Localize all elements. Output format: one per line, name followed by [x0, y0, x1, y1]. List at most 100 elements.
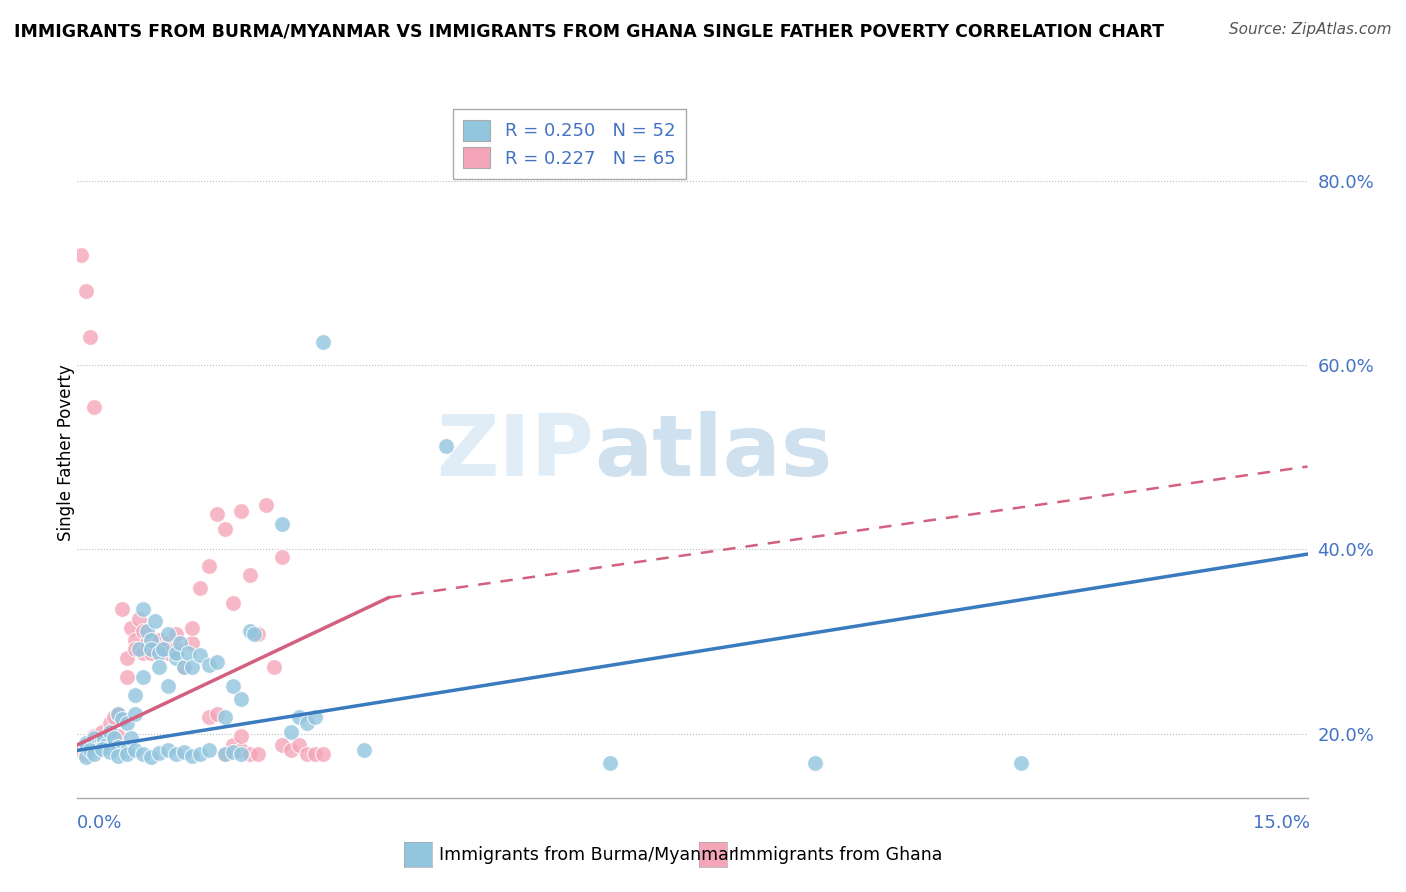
Point: [132, 624, 155, 638]
Point: [132, 670, 155, 684]
Point: [94, 738, 117, 752]
Point: [90, 739, 114, 754]
Point: [83, 747, 105, 761]
Point: [188, 581, 212, 595]
Point: [90, 725, 114, 739]
Point: [87, 738, 110, 752]
Point: [143, 636, 166, 650]
Point: [83, 743, 105, 757]
Point: [120, 731, 142, 745]
Point: [169, 636, 191, 650]
Point: [271, 516, 294, 531]
Point: [115, 715, 138, 730]
Text: Source: ZipAtlas.com: Source: ZipAtlas.com: [1229, 22, 1392, 37]
Point: [181, 621, 204, 635]
Point: [156, 627, 179, 641]
Point: [205, 508, 228, 522]
Point: [83, 743, 105, 757]
Point: [98, 745, 121, 759]
Point: [197, 743, 219, 757]
Text: ZIP: ZIP: [436, 411, 595, 494]
Point: [98, 715, 121, 730]
Point: [75, 736, 97, 750]
Point: [83, 731, 105, 746]
Point: [107, 706, 129, 721]
Point: [239, 624, 262, 638]
Point: [152, 642, 174, 657]
Point: [141, 642, 163, 657]
Y-axis label: Single Father Poverty: Single Father Poverty: [58, 364, 75, 541]
Point: [111, 712, 134, 726]
Point: [222, 596, 245, 610]
Point: [94, 738, 117, 752]
Point: [181, 748, 204, 763]
Point: [148, 660, 170, 674]
Point: [115, 747, 138, 761]
Point: [143, 615, 166, 629]
Point: [128, 612, 150, 626]
Point: [197, 559, 219, 574]
Point: [165, 651, 187, 665]
Point: [231, 504, 253, 518]
Point: [288, 738, 311, 752]
Text: 15.0%: 15.0%: [1253, 814, 1310, 831]
Point: [107, 748, 129, 763]
Point: [312, 747, 335, 761]
Point: [141, 749, 163, 764]
Point: [90, 734, 114, 748]
Point: [124, 706, 146, 721]
Point: [173, 660, 195, 674]
Text: atlas: atlas: [595, 411, 832, 494]
Point: [124, 688, 146, 702]
Point: [280, 743, 302, 757]
Point: [295, 715, 318, 730]
Point: [107, 729, 129, 743]
Point: [156, 646, 179, 660]
Point: [124, 642, 146, 657]
Point: [115, 670, 138, 684]
Point: [271, 738, 294, 752]
Point: [288, 710, 311, 724]
Point: [83, 729, 105, 743]
Point: [156, 679, 179, 693]
Point: [70, 247, 93, 261]
Point: [79, 738, 101, 752]
Point: [103, 710, 125, 724]
Point: [79, 330, 101, 344]
Point: [254, 498, 277, 512]
Point: [436, 439, 458, 453]
Text: Immigrants from Ghana: Immigrants from Ghana: [734, 846, 942, 863]
Point: [156, 636, 179, 650]
Point: [75, 740, 97, 755]
Point: [107, 706, 129, 721]
Point: [165, 642, 187, 657]
Point: [239, 747, 262, 761]
Point: [222, 679, 245, 693]
Point: [231, 691, 253, 706]
Point: [148, 646, 170, 660]
Point: [239, 568, 262, 582]
Point: [141, 632, 163, 647]
Point: [111, 602, 134, 616]
Point: [173, 745, 195, 759]
Point: [98, 725, 121, 739]
Point: [312, 334, 335, 349]
Point: [188, 747, 212, 761]
Point: [141, 646, 163, 660]
Point: [148, 746, 170, 760]
Point: [136, 624, 159, 638]
Point: [132, 747, 155, 761]
Point: [242, 627, 264, 641]
Text: IMMIGRANTS FROM BURMA/MYANMAR VS IMMIGRANTS FROM GHANA SINGLE FATHER POVERTY COR: IMMIGRANTS FROM BURMA/MYANMAR VS IMMIGRA…: [14, 22, 1164, 40]
Point: [156, 743, 179, 757]
Point: [79, 747, 101, 761]
Point: [115, 743, 138, 757]
Point: [141, 632, 163, 647]
Point: [177, 646, 200, 660]
Point: [90, 741, 114, 756]
Point: [214, 747, 236, 761]
Point: [231, 729, 253, 743]
Point: [214, 747, 236, 761]
Point: [222, 745, 245, 759]
Point: [181, 636, 204, 650]
